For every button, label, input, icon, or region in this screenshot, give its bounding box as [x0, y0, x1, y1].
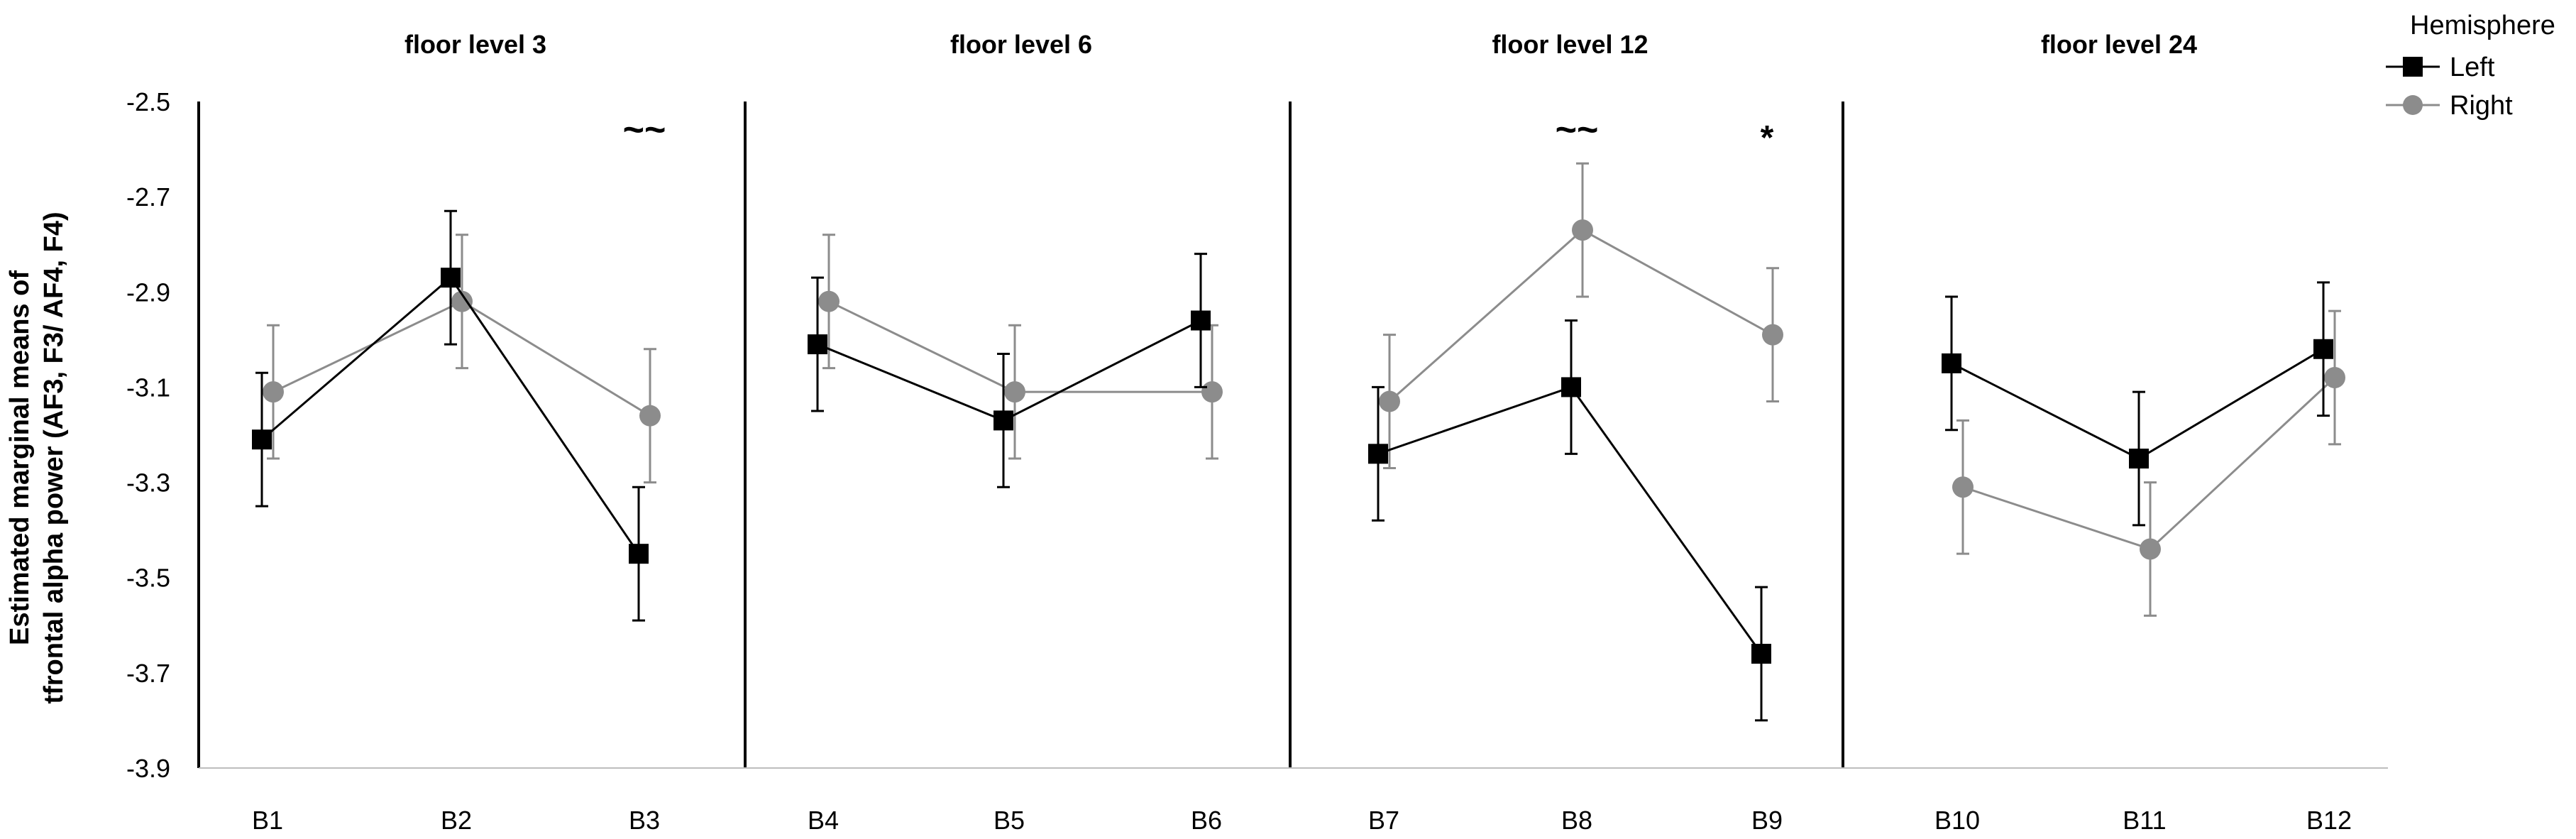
x-tick-label: B11 — [2123, 806, 2166, 835]
significance-annotation: * — [1761, 119, 1774, 157]
x-tick-label: B4 — [808, 806, 839, 835]
data-point-right — [639, 405, 661, 427]
series-line-left — [817, 319, 1201, 422]
y-axis-label-line-1: Estimated marginal means of — [5, 270, 35, 645]
y-tick-labels: -2.5 -2.7 -2.9 -3.1 -3.3 -3.5 -3.7 -3.9 — [126, 87, 170, 783]
data-point-right — [263, 381, 284, 403]
x-tick-label: B8 — [1561, 806, 1592, 835]
panel-title-4: floor level 24 — [2041, 30, 2197, 59]
data-point-left — [1561, 377, 1581, 397]
axes — [197, 102, 2388, 769]
data-point-left — [252, 429, 272, 450]
data-point-left — [629, 544, 649, 564]
series-line-left — [1377, 385, 1763, 654]
legend-right-circle-icon — [2403, 95, 2423, 115]
significance-annotation: ~~ — [623, 109, 666, 150]
data-point-left — [808, 334, 827, 355]
x-tick-label: B6 — [1191, 806, 1222, 835]
data-point-left — [1368, 444, 1388, 464]
data-point-right — [818, 290, 840, 312]
data-point-right — [2140, 538, 2161, 560]
series-line-left — [1951, 348, 2324, 460]
panel-title-1: floor level 3 — [404, 30, 546, 59]
data-point-left — [1751, 644, 1771, 664]
series-line-right — [1389, 229, 1773, 402]
data-point-right — [1572, 219, 1593, 241]
y-tick-label: -2.7 — [126, 182, 170, 212]
data-point-right — [1379, 390, 1400, 412]
y-tick-label: -3.1 — [126, 373, 170, 402]
x-tick-label: B2 — [441, 806, 472, 835]
x-tick-label: B5 — [993, 806, 1025, 835]
data-point-left — [1942, 353, 1961, 373]
data-point-right — [1762, 324, 1783, 346]
legend-left-label: Left — [2450, 53, 2495, 82]
legend-title: Hemisphere — [2410, 11, 2555, 40]
data-point-right — [451, 290, 473, 312]
data-marks: B1 B2 B3 ~~ B4 B5 B6 B7 B8 B9 ~~ * B10 B11 B12 — [252, 109, 2352, 835]
x-tick-label: B9 — [1751, 806, 1783, 835]
x-tick-label: B10 — [1934, 806, 1980, 835]
y-axis-label-line-2: tfrontal alpha power (AF3, F3/ AF4, F4) — [39, 212, 69, 703]
y-tick-label: -2.5 — [126, 87, 170, 116]
legend-left-square-icon — [2403, 57, 2423, 77]
data-point-right — [2324, 367, 2345, 389]
x-tick-label: B12 — [2306, 806, 2352, 835]
y-tick-label: -3.3 — [126, 468, 170, 498]
legend-right-label: Right — [2450, 91, 2513, 121]
data-point-right — [1952, 476, 1974, 498]
data-point-left — [2313, 339, 2333, 359]
y-tick-label: -3.5 — [126, 564, 170, 593]
x-tick-label: B3 — [629, 806, 660, 835]
y-tick-label: -3.9 — [126, 754, 170, 783]
data-point-left — [441, 268, 461, 288]
data-point-left — [1191, 310, 1211, 331]
panel-title-2: floor level 6 — [950, 30, 1092, 59]
data-point-right — [1004, 381, 1025, 403]
y-tick-label: -3.7 — [126, 659, 170, 688]
panel-title-3: floor level 12 — [1492, 30, 1648, 59]
series-line-right — [828, 300, 1212, 393]
data-point-right — [1201, 381, 1223, 403]
legend: Hemisphere Left Right — [2386, 11, 2555, 121]
data-point-left — [2129, 449, 2149, 469]
significance-annotation: ~~ — [1556, 109, 1599, 150]
x-tick-label: B1 — [252, 806, 283, 835]
y-tick-label: -2.9 — [126, 278, 170, 307]
x-tick-label: B7 — [1368, 806, 1399, 835]
data-point-left — [993, 410, 1013, 431]
